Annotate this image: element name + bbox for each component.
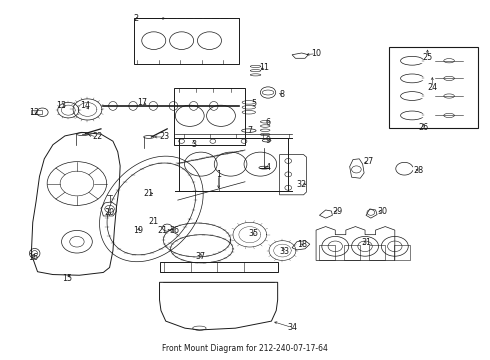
- Text: 7: 7: [247, 126, 252, 135]
- Text: 31: 31: [361, 238, 371, 247]
- Text: 27: 27: [364, 157, 374, 166]
- Text: 2: 2: [133, 14, 138, 23]
- Text: 8: 8: [280, 90, 285, 99]
- Text: 18: 18: [296, 240, 307, 249]
- Text: 29: 29: [332, 207, 343, 216]
- Text: 26: 26: [418, 123, 429, 132]
- Text: 11: 11: [259, 63, 269, 72]
- Text: 21: 21: [157, 226, 168, 235]
- Text: 32: 32: [296, 180, 307, 189]
- Bar: [31, 110, 42, 114]
- Text: 21: 21: [148, 217, 159, 226]
- Text: 19: 19: [133, 226, 144, 235]
- Text: 12: 12: [29, 108, 40, 117]
- Text: 16: 16: [28, 253, 38, 262]
- Text: 3: 3: [191, 140, 196, 149]
- Text: 30: 30: [377, 207, 387, 216]
- Text: 21: 21: [143, 189, 153, 198]
- Text: 17: 17: [137, 98, 147, 107]
- Text: 33: 33: [279, 247, 290, 256]
- Text: 22: 22: [92, 132, 102, 141]
- Text: 15: 15: [62, 274, 73, 283]
- Text: 14: 14: [80, 101, 91, 110]
- Text: 1: 1: [216, 170, 221, 179]
- Text: 10: 10: [311, 49, 321, 58]
- Bar: [389, 47, 478, 128]
- Text: 5: 5: [251, 99, 256, 108]
- Text: 23: 23: [159, 132, 170, 141]
- Text: 37: 37: [196, 252, 206, 261]
- Bar: [394, 244, 410, 260]
- Text: 9: 9: [266, 136, 270, 145]
- Bar: [319, 244, 335, 260]
- Text: 35: 35: [248, 229, 259, 238]
- Text: 13: 13: [56, 101, 67, 110]
- Text: 4: 4: [266, 163, 270, 172]
- Text: 36: 36: [169, 226, 179, 235]
- Text: 24: 24: [427, 83, 438, 92]
- Bar: [369, 244, 385, 260]
- Text: Front Mount Diagram for 212-240-07-17-64: Front Mount Diagram for 212-240-07-17-64: [162, 344, 328, 353]
- Text: 25: 25: [422, 53, 433, 62]
- Bar: [344, 244, 360, 260]
- Text: 34: 34: [287, 323, 297, 332]
- Text: 28: 28: [414, 166, 424, 175]
- Text: 6: 6: [266, 118, 270, 127]
- Text: 20: 20: [104, 208, 115, 217]
